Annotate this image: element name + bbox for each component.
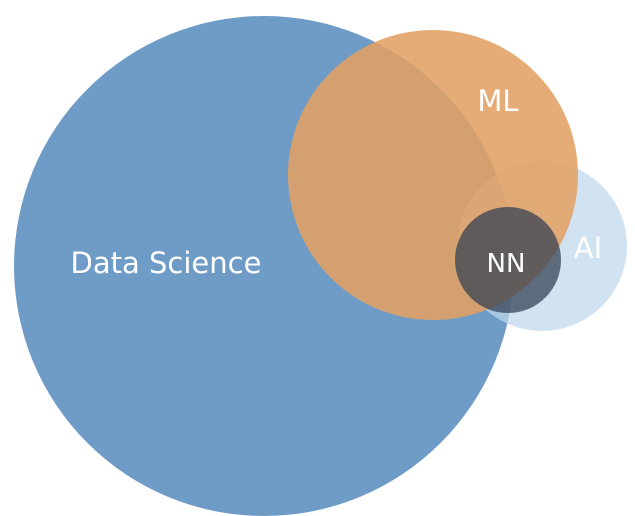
nn-label: NN (487, 249, 526, 279)
data-science-label: Data Science (71, 246, 262, 280)
nn-circle (455, 207, 561, 313)
ml-label: ML (477, 84, 518, 118)
ai-label: AI (574, 231, 602, 265)
